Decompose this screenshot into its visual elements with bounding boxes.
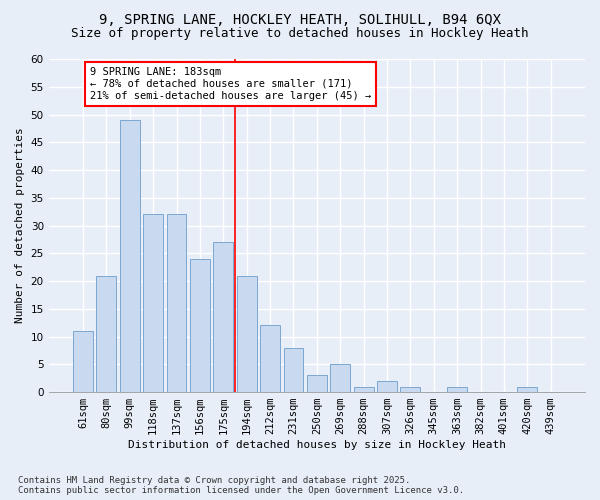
Text: 9 SPRING LANE: 183sqm
← 78% of detached houses are smaller (171)
21% of semi-det: 9 SPRING LANE: 183sqm ← 78% of detached … xyxy=(90,68,371,100)
Bar xyxy=(120,120,140,392)
Bar xyxy=(260,326,280,392)
Bar xyxy=(237,276,257,392)
Bar xyxy=(377,381,397,392)
Bar xyxy=(284,348,304,392)
Bar xyxy=(517,386,537,392)
Bar xyxy=(190,259,210,392)
Text: 9, SPRING LANE, HOCKLEY HEATH, SOLIHULL, B94 6QX: 9, SPRING LANE, HOCKLEY HEATH, SOLIHULL,… xyxy=(99,12,501,26)
Bar xyxy=(447,386,467,392)
Bar xyxy=(214,242,233,392)
Bar xyxy=(167,214,187,392)
Bar xyxy=(400,386,421,392)
Text: Size of property relative to detached houses in Hockley Heath: Size of property relative to detached ho… xyxy=(71,28,529,40)
Bar xyxy=(353,386,374,392)
Bar xyxy=(73,331,93,392)
Bar xyxy=(143,214,163,392)
Text: Contains HM Land Registry data © Crown copyright and database right 2025.
Contai: Contains HM Land Registry data © Crown c… xyxy=(18,476,464,495)
X-axis label: Distribution of detached houses by size in Hockley Heath: Distribution of detached houses by size … xyxy=(128,440,506,450)
Bar xyxy=(307,376,327,392)
Y-axis label: Number of detached properties: Number of detached properties xyxy=(15,128,25,324)
Bar xyxy=(330,364,350,392)
Bar xyxy=(97,276,116,392)
